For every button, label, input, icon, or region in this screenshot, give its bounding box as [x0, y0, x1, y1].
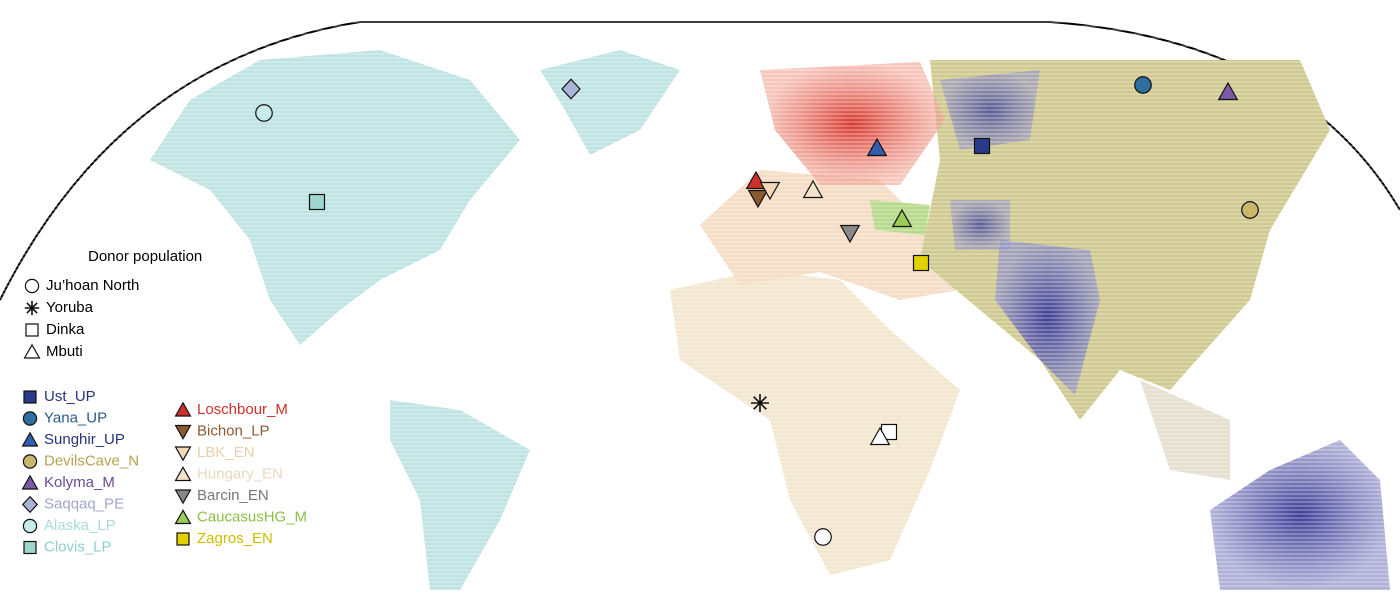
donor-legend-title: Donor population — [88, 248, 202, 265]
north-america — [150, 50, 520, 345]
sample-marker — [1134, 76, 1152, 94]
sample-marker — [973, 137, 991, 155]
markers — [255, 76, 1259, 546]
sample-marker — [561, 78, 581, 100]
greenland — [540, 50, 680, 155]
sample-legend-symbol — [23, 540, 37, 555]
sample-marker — [891, 208, 913, 228]
sample-legend-label: Alaska_LP — [44, 517, 116, 534]
donor-legend-symbol — [24, 278, 40, 294]
sample-marker — [839, 224, 861, 244]
sample-legend-label: DevilsCave_N — [44, 452, 139, 469]
sample-legend-symbol — [22, 411, 38, 426]
sample-legend-label: Kolyma_M — [44, 474, 115, 491]
sample-marker — [308, 193, 326, 211]
sample-legend-symbol — [174, 446, 192, 462]
australia — [1210, 440, 1390, 590]
sample-legend-label: Barcin_EN — [197, 487, 269, 504]
sample-marker — [1241, 201, 1259, 219]
russia-region — [760, 62, 945, 185]
sample-legend-symbol — [21, 431, 39, 447]
sample-legend-label: Clovis_LP — [44, 538, 112, 555]
sample-legend-symbol — [174, 466, 192, 482]
sample-marker — [802, 179, 824, 199]
donor-legend-label: Yoruba — [46, 299, 94, 316]
sample-legend-symbol — [21, 474, 39, 490]
donor-legend-label: Mbuti — [46, 343, 83, 360]
sample-legend-symbol — [174, 509, 192, 525]
sample-marker — [255, 104, 273, 122]
donor-legend-label: Ju’hoan North — [46, 277, 139, 294]
sample-marker — [912, 254, 930, 272]
sample-legend-label: CaucasusHG_M — [197, 508, 307, 525]
sample-legend-symbol — [23, 390, 37, 404]
sample-legend-symbol — [21, 495, 39, 514]
sample-marker — [747, 189, 769, 209]
sample-marker — [1217, 81, 1239, 101]
sample-marker — [759, 181, 781, 201]
africa — [670, 270, 960, 575]
sample-legend-label: Loschbour_M — [197, 401, 288, 418]
donor-legend-symbol — [23, 343, 41, 359]
sample-legend-symbol — [22, 454, 38, 469]
sample-legend-label: Zagros_EN — [197, 530, 273, 547]
donor-legend-label: Dinka — [46, 321, 85, 338]
se-asia — [1140, 380, 1230, 480]
sample-legend-label: Saqqaq_PE — [44, 495, 124, 512]
donor-marker — [814, 528, 832, 546]
donor-marker — [751, 394, 769, 412]
central-asia-region — [950, 200, 1010, 250]
sample-legend-symbol — [22, 518, 38, 534]
sample-legend-label: Bichon_LP — [197, 422, 270, 439]
sample-legend-label: Hungary_EN — [197, 465, 283, 482]
donor-legend-symbol — [25, 323, 39, 337]
sample-legend-symbol — [174, 489, 192, 505]
sample-legend-label: LBK_EN — [197, 444, 255, 461]
sample-marker — [866, 137, 888, 157]
sample-legend-label: Sunghir_UP — [44, 431, 125, 448]
donor-legend-symbol — [24, 300, 40, 316]
sample-legend-symbol — [176, 532, 190, 546]
sample-legend-symbol — [174, 401, 192, 417]
sample-legend-label: Yana_UP — [44, 409, 107, 426]
sample-marker — [745, 170, 767, 190]
sample-legend-symbol — [174, 424, 192, 440]
sample-legend-label: Ust_UP — [44, 388, 96, 405]
south-america — [390, 400, 530, 590]
donor-marker — [869, 426, 891, 446]
